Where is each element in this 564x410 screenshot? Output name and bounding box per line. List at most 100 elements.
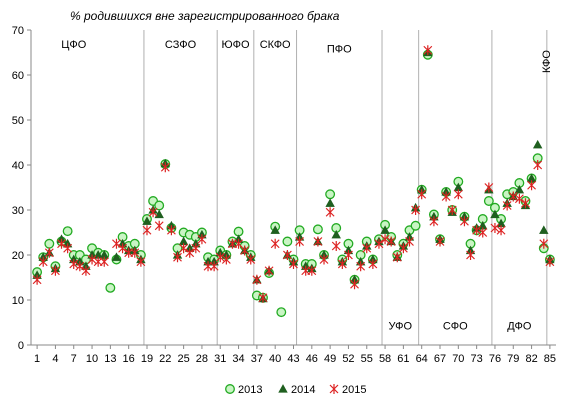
y-tick-label: 20 xyxy=(12,250,24,262)
data-point-2015 xyxy=(325,207,335,218)
data-point-2015 xyxy=(405,236,414,247)
data-point-2014 xyxy=(490,209,500,219)
region-label: ЮФО xyxy=(221,39,249,51)
data-point-2015 xyxy=(57,238,66,249)
data-point-2015 xyxy=(136,256,146,267)
region-label: СКФО xyxy=(260,39,291,51)
data-point-2015 xyxy=(374,238,384,249)
legend-label: 2013 xyxy=(238,384,262,396)
data-point-2015 xyxy=(38,256,48,267)
data-point-2015 xyxy=(160,162,170,173)
data-point-2015 xyxy=(545,256,555,267)
data-point-2015 xyxy=(87,254,97,265)
data-point-2015 xyxy=(221,254,231,265)
data-point-2014 xyxy=(270,225,280,234)
region-labels: ЦФО СЗФО ЮФО СКФО ПФО УФО СФО ДФО КФО xyxy=(61,39,553,332)
data-point-2015 xyxy=(429,216,439,227)
data-point-2014 xyxy=(142,216,152,225)
x-tick-label: 85 xyxy=(544,353,556,365)
data-point-2015 xyxy=(142,225,152,236)
y-tick-label: 10 xyxy=(12,295,24,307)
data-point-2015 xyxy=(380,234,390,245)
data-point-2015 xyxy=(356,261,366,272)
data-point-2015 xyxy=(50,265,60,276)
data-point-2015 xyxy=(246,254,256,265)
data-point-2014 xyxy=(539,225,549,234)
data-point-2015 xyxy=(386,236,396,247)
data-point-2015 xyxy=(460,216,469,227)
x-tick-label: 61 xyxy=(397,353,409,365)
data-point-2015 xyxy=(166,225,176,236)
data-point-2015 xyxy=(521,198,530,209)
data-point-2015 xyxy=(478,227,488,238)
data-point-2015 xyxy=(362,243,372,254)
x-tick-label: 34 xyxy=(232,353,244,365)
x-tick-label: 46 xyxy=(306,353,318,365)
data-point-2015 xyxy=(368,259,378,269)
x-tick-label: 52 xyxy=(342,353,354,365)
x-tick-label: 55 xyxy=(361,353,373,365)
data-point-2015 xyxy=(215,252,225,263)
data-point-2013 xyxy=(325,189,336,200)
data-point-2015 xyxy=(130,247,140,258)
region-label: ДФО xyxy=(507,320,532,332)
data-point-2014 xyxy=(111,252,122,261)
data-point-2015 xyxy=(99,256,109,267)
data-point-2015 xyxy=(344,250,353,260)
x-tick-label: 82 xyxy=(525,353,537,365)
data-point-2013 xyxy=(410,220,421,231)
data-point-2015 xyxy=(514,193,524,204)
data-point-2015 xyxy=(466,250,475,260)
data-point-2015 xyxy=(270,238,280,249)
x-tick-label: 1 xyxy=(34,353,40,365)
data-point-2015 xyxy=(533,160,543,170)
x-tick-label: 79 xyxy=(507,353,519,365)
legend-label: 2015 xyxy=(342,384,366,396)
region-label: СФО xyxy=(443,320,468,332)
y-tick-label: 30 xyxy=(12,205,24,217)
data-point-2015 xyxy=(417,189,427,200)
data-point-2015 xyxy=(44,247,54,258)
data-point-2015 xyxy=(32,274,42,285)
x-tick-label: 67 xyxy=(434,353,446,365)
data-point-2015 xyxy=(252,274,262,285)
legend-marker-2014 xyxy=(278,384,288,393)
legend-marker-2013 xyxy=(225,384,235,394)
data-point-2015 xyxy=(441,191,451,202)
data-point-2015 xyxy=(258,292,268,303)
data-points xyxy=(32,45,555,318)
data-point-2015 xyxy=(490,223,500,233)
data-point-2014 xyxy=(380,225,390,234)
x-tick-label: 28 xyxy=(196,353,208,365)
x-tick-label: 64 xyxy=(416,353,428,365)
data-point-2015 xyxy=(173,252,182,263)
data-point-2013 xyxy=(276,307,287,318)
data-point-2015 xyxy=(392,252,402,263)
legend-marker-2015 xyxy=(329,384,339,394)
data-point-2015 xyxy=(289,259,298,269)
data-point-2015 xyxy=(75,261,85,272)
data-point-2015 xyxy=(423,45,433,56)
data-point-2015 xyxy=(264,265,274,276)
data-point-2013 xyxy=(483,196,494,206)
data-point-2013 xyxy=(312,224,323,235)
data-point-2013 xyxy=(44,238,55,249)
legend: 2013 2014 2015 xyxy=(225,384,366,396)
y-tick-label: 40 xyxy=(12,160,24,172)
y-tick-label: 50 xyxy=(12,115,24,127)
data-point-2014 xyxy=(325,198,335,207)
data-point-2015 xyxy=(295,236,305,247)
x-tick-label: 58 xyxy=(379,353,391,365)
y-tick-label: 70 xyxy=(12,25,24,37)
data-point-2015 xyxy=(453,189,463,200)
region-label: УФО xyxy=(389,320,413,332)
data-point-2014 xyxy=(532,139,543,149)
legend-label: 2014 xyxy=(291,384,315,396)
data-point-2014 xyxy=(331,229,341,239)
data-point-2015 xyxy=(508,191,518,202)
data-point-2015 xyxy=(350,279,359,290)
data-point-2015 xyxy=(435,236,445,247)
data-point-2015 xyxy=(307,265,317,276)
data-point-2015 xyxy=(527,180,537,191)
